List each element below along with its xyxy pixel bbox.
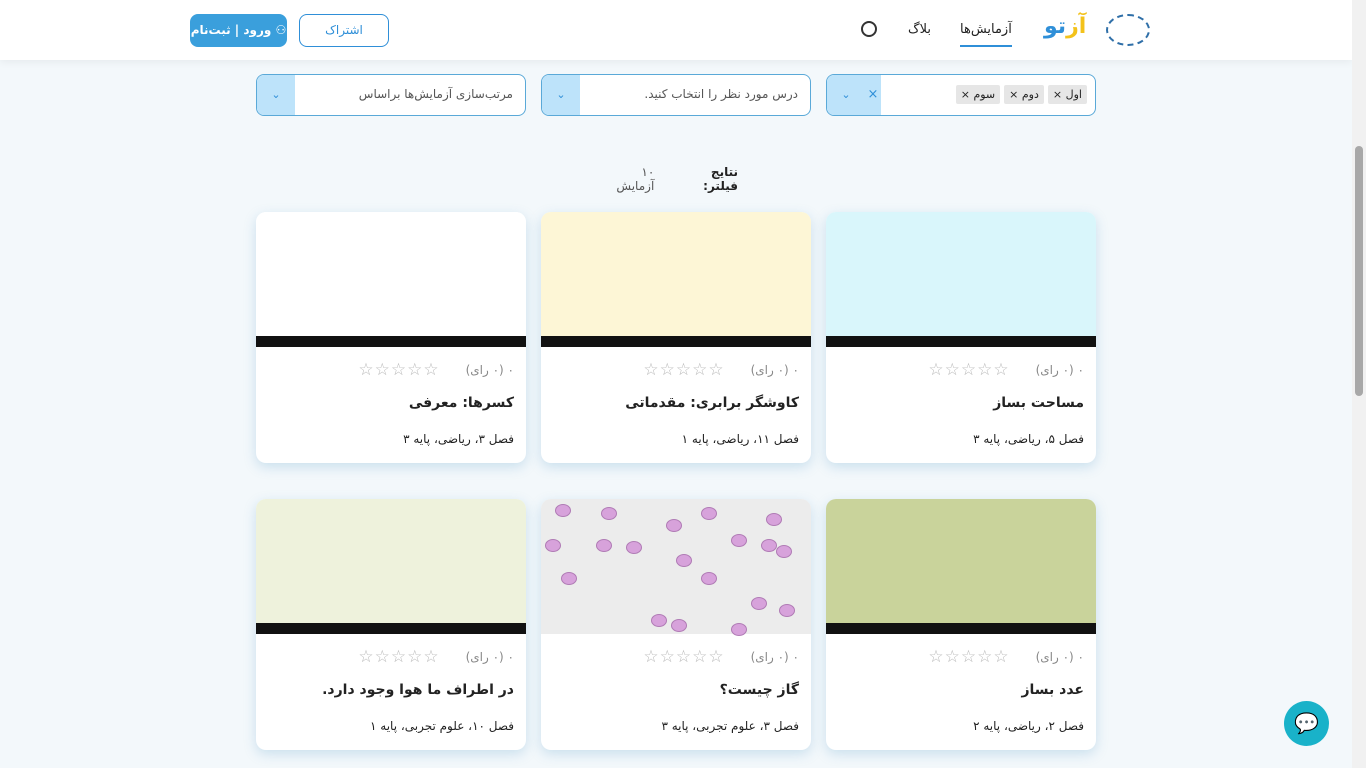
gas-particle bbox=[596, 539, 612, 552]
filter-results: نتایج فیلتر: ۱۰ آزمایش bbox=[600, 165, 738, 193]
sort-select[interactable]: مرتب‌سازی آزمایش‌ها براساس ⌄ bbox=[256, 74, 526, 116]
thumbnail-toolbar bbox=[541, 336, 811, 347]
scrollbar-thumb[interactable] bbox=[1355, 146, 1363, 396]
rating: ۰ (۰ رای) ☆☆☆☆☆ bbox=[928, 360, 1084, 380]
experiment-card[interactable]: ۰ (۰ رای) ☆☆☆☆☆ مساحت بساز فصل ۵، ریاضی، … bbox=[826, 212, 1096, 463]
gas-particle bbox=[555, 504, 571, 517]
star-icons[interactable]: ☆☆☆☆☆ bbox=[643, 360, 725, 380]
results-count: ۱۰ آزمایش bbox=[616, 165, 655, 193]
gas-particle bbox=[701, 507, 717, 520]
star-icons[interactable]: ☆☆☆☆☆ bbox=[358, 360, 440, 380]
card-thumbnail[interactable] bbox=[256, 212, 526, 347]
rating-count: ۰ (۰ رای) bbox=[465, 650, 514, 664]
card-meta: فصل ۳، علوم تجربی، پایه ۳ bbox=[661, 719, 799, 733]
thumbnail-toolbar bbox=[826, 623, 1096, 634]
card-thumbnail[interactable] bbox=[541, 212, 811, 347]
rating: ۰ (۰ رای) ☆☆☆☆☆ bbox=[928, 647, 1084, 667]
sort-placeholder: مرتب‌سازی آزمایش‌ها براساس bbox=[358, 87, 513, 101]
clear-icon[interactable]: × bbox=[865, 75, 881, 115]
gas-particle bbox=[731, 534, 747, 547]
user-icon: ⚇ bbox=[271, 23, 287, 37]
header: آزتو آزمایش‌ها بلاگ اشتراک ⚇ ورود | ثبت‌… bbox=[0, 0, 1352, 60]
gas-particle bbox=[701, 572, 717, 585]
experiment-card[interactable]: ۰ (۰ رای) ☆☆☆☆☆ عدد بساز فصل ۲، ریاضی، پا… bbox=[826, 499, 1096, 750]
star-icons[interactable]: ☆☆☆☆☆ bbox=[928, 647, 1010, 667]
gas-particle bbox=[545, 539, 561, 552]
experiment-card[interactable]: ۰ (۰ رای) ☆☆☆☆☆ کسرها: معرفی فصل ۳، ریاضی… bbox=[256, 212, 526, 463]
card-title[interactable]: کاوشگر برابری: مقدماتی bbox=[625, 395, 799, 411]
tag-grade[interactable]: دوم × bbox=[1004, 85, 1044, 104]
gas-particle bbox=[651, 614, 667, 627]
experiment-card[interactable]: ۰ (۰ رای) ☆☆☆☆☆ گاز چیست؟ فصل ۳، علوم تجر… bbox=[541, 499, 811, 750]
gas-particle bbox=[751, 597, 767, 610]
thumbnail-toolbar bbox=[826, 336, 1096, 347]
chat-icon: 💬 bbox=[1294, 711, 1319, 735]
card-meta: فصل ۱۱، ریاضی، پایه ۱ bbox=[681, 432, 799, 446]
card-meta: فصل ۳، ریاضی، پایه ۳ bbox=[403, 432, 514, 446]
gas-particle bbox=[601, 507, 617, 520]
rating: ۰ (۰ رای) ☆☆☆☆☆ bbox=[358, 647, 514, 667]
logo[interactable]: آزتو bbox=[1044, 14, 1087, 39]
gas-particle bbox=[676, 554, 692, 567]
gas-particle bbox=[561, 572, 577, 585]
subject-placeholder: درس مورد نظر را انتخاب کنید. bbox=[644, 87, 798, 101]
grade-select[interactable]: اول × دوم × سوم × × ⌄ bbox=[826, 74, 1096, 116]
rating: ۰ (۰ رای) ☆☆☆☆☆ bbox=[643, 647, 799, 667]
card-thumbnail[interactable] bbox=[256, 499, 526, 634]
card-thumbnail[interactable] bbox=[826, 212, 1096, 347]
chevron-down-icon[interactable]: ⌄ bbox=[827, 75, 865, 115]
gas-particle bbox=[779, 604, 795, 617]
rating: ۰ (۰ رای) ☆☆☆☆☆ bbox=[643, 360, 799, 380]
login-label: ورود | ثبت‌نام bbox=[190, 23, 272, 37]
gas-particle bbox=[666, 519, 682, 532]
card-title[interactable]: کسرها: معرفی bbox=[408, 395, 514, 411]
nav-blog[interactable]: بلاگ bbox=[908, 22, 932, 37]
card-thumbnail[interactable] bbox=[826, 499, 1096, 634]
gas-particle bbox=[731, 623, 747, 636]
tag-grade[interactable]: اول × bbox=[1047, 85, 1087, 104]
logo-icon bbox=[1106, 14, 1150, 46]
search-icon[interactable] bbox=[861, 21, 877, 37]
card-title[interactable]: گاز چیست؟ bbox=[719, 682, 799, 698]
card-title[interactable]: مساحت بساز bbox=[993, 395, 1084, 411]
rating-count: ۰ (۰ رای) bbox=[465, 363, 514, 377]
card-thumbnail[interactable] bbox=[541, 499, 811, 636]
star-icons[interactable]: ☆☆☆☆☆ bbox=[643, 647, 725, 667]
gas-particle bbox=[766, 513, 782, 526]
gas-particle bbox=[671, 619, 687, 632]
subject-select[interactable]: درس مورد نظر را انتخاب کنید. ⌄ bbox=[541, 74, 811, 116]
nav-experiments[interactable]: آزمایش‌ها bbox=[960, 22, 1012, 47]
chevron-down-icon[interactable]: ⌄ bbox=[542, 75, 580, 115]
thumbnail-toolbar bbox=[256, 623, 526, 634]
card-title[interactable]: در اطراف ما هوا وجود دارد. bbox=[322, 682, 514, 698]
subscribe-button[interactable]: اشتراک bbox=[299, 14, 389, 47]
experiment-card[interactable]: ۰ (۰ رای) ☆☆☆☆☆ در اطراف ما هوا وجود دارد… bbox=[256, 499, 526, 750]
chevron-down-icon[interactable]: ⌄ bbox=[257, 75, 295, 115]
gas-particle bbox=[776, 545, 792, 558]
tag-grade[interactable]: سوم × bbox=[955, 85, 1001, 104]
card-meta: فصل ۲، ریاضی، پایه ۲ bbox=[973, 719, 1084, 733]
gas-particle bbox=[761, 539, 777, 552]
card-meta: فصل ۱۰، علوم تجربی، پایه ۱ bbox=[370, 719, 514, 733]
experiment-card[interactable]: ۰ (۰ رای) ☆☆☆☆☆ کاوشگر برابری: مقدماتی فص… bbox=[541, 212, 811, 463]
rating-count: ۰ (۰ رای) bbox=[750, 363, 799, 377]
rating-count: ۰ (۰ رای) bbox=[1035, 363, 1084, 377]
results-label: نتایج فیلتر: bbox=[703, 165, 738, 193]
gas-particle bbox=[626, 541, 642, 554]
card-title[interactable]: عدد بساز bbox=[1021, 682, 1084, 698]
login-button[interactable]: ⚇ ورود | ثبت‌نام bbox=[190, 14, 287, 47]
rating-count: ۰ (۰ رای) bbox=[1035, 650, 1084, 664]
rating-count: ۰ (۰ رای) bbox=[750, 650, 799, 664]
thumbnail-toolbar bbox=[256, 336, 526, 347]
rating: ۰ (۰ رای) ☆☆☆☆☆ bbox=[358, 360, 514, 380]
star-icons[interactable]: ☆☆☆☆☆ bbox=[358, 647, 440, 667]
star-icons[interactable]: ☆☆☆☆☆ bbox=[928, 360, 1010, 380]
card-meta: فصل ۵، ریاضی، پایه ۳ bbox=[973, 432, 1084, 446]
chat-button[interactable]: 💬 bbox=[1284, 701, 1329, 746]
